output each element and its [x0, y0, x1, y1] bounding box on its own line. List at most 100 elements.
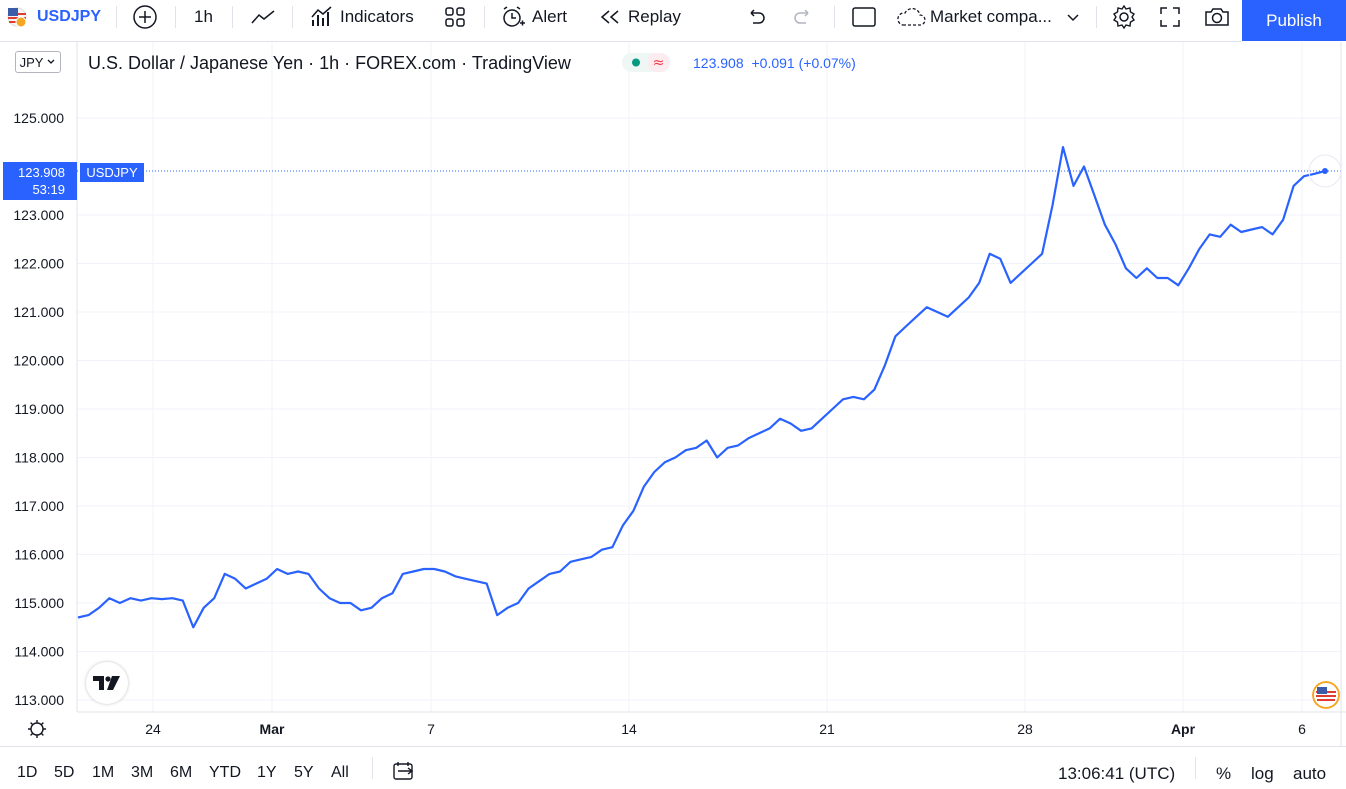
- fullscreen-icon: [1160, 7, 1180, 27]
- gear-icon: [1113, 4, 1135, 30]
- price-axis: 125.000 123.000 122.000 121.000 120.000 119.0…: [13, 110, 64, 708]
- camera-icon: [1205, 8, 1229, 26]
- alarm-clock-icon: [503, 6, 525, 27]
- interval-label: 1h: [194, 7, 213, 26]
- price-tick-label: 125.000: [13, 110, 64, 126]
- symbol-label: USDJPY: [37, 8, 102, 25]
- go-to-date-icon[interactable]: [392, 760, 416, 782]
- range-1m[interactable]: 1M: [92, 764, 115, 781]
- percent-scale-toggle[interactable]: %: [1216, 764, 1232, 783]
- price-chart[interactable]: 125.000 123.000 122.000 121.000 120.000 119.0…: [0, 42, 1346, 746]
- snapshot-button[interactable]: [1203, 0, 1231, 34]
- price-line: [77, 146, 1326, 629]
- legend-change: +0.091 (+0.07%): [751, 55, 856, 71]
- line-chart-icon: [251, 10, 275, 24]
- legend-title: U.S. Dollar / Japanese Yen · 1h · FOREX.…: [88, 52, 571, 73]
- currency-selector[interactable]: JPY: [15, 51, 61, 73]
- undo-button[interactable]: [745, 0, 767, 34]
- us-flag-icon: [7, 7, 27, 28]
- symbol-search-button[interactable]: USDJPY: [6, 0, 101, 34]
- toolbar-divider: [0, 41, 1242, 42]
- price-tick-label: 115.000: [14, 595, 64, 611]
- time-tick-label: 6: [1298, 721, 1306, 737]
- time-tick-label: 7: [427, 721, 435, 737]
- time-tick-label: Apr: [1171, 721, 1196, 737]
- last-price-marker: [1322, 167, 1328, 174]
- log-scale-toggle[interactable]: log: [1251, 764, 1274, 783]
- currency-flag-icon[interactable]: [1312, 681, 1340, 709]
- legend-last-price: 123.908: [693, 55, 744, 71]
- time-tick-label: 28: [1017, 721, 1033, 737]
- price-tick-label: 120.000: [13, 353, 64, 369]
- time-tick-label: 24: [145, 721, 161, 737]
- fullscreen-layout-button[interactable]: [851, 0, 877, 34]
- price-tick-label: 114.000: [14, 644, 64, 660]
- replay-label: Replay: [628, 7, 681, 26]
- top-toolbar: USDJPY 1h Indicators: [0, 0, 1346, 34]
- square-icon: [852, 7, 876, 27]
- layout-selector[interactable]: Market compa...: [895, 0, 1080, 34]
- price-tick-label: 113.000: [14, 692, 64, 708]
- price-tick-label: 117.000: [14, 498, 64, 514]
- time-axis-settings-icon: [28, 720, 46, 738]
- svg-text:≈: ≈: [653, 55, 665, 71]
- range-ytd[interactable]: YTD: [209, 764, 241, 781]
- range-5d[interactable]: 5D: [54, 764, 75, 781]
- range-5y[interactable]: 5Y: [294, 764, 314, 781]
- symbol-price-tag: USDJPY: [80, 163, 144, 182]
- legend-price-values: 123.908 +0.091 (+0.07%): [693, 55, 856, 71]
- market-status-pill[interactable]: ≈: [622, 53, 670, 72]
- price-tick-label: 123.000: [13, 207, 64, 223]
- indicators-label: Indicators: [340, 7, 414, 26]
- interval-button[interactable]: 1h: [194, 0, 213, 34]
- replay-button[interactable]: Replay: [598, 0, 681, 34]
- rewind-icon: [600, 10, 619, 24]
- range-all[interactable]: All: [331, 764, 349, 781]
- alert-label: Alert: [532, 7, 567, 26]
- compare-button[interactable]: [132, 0, 158, 34]
- market-open-dot-icon: ≈: [632, 53, 670, 72]
- undo-icon: [750, 9, 765, 24]
- range-6m[interactable]: 6M: [170, 764, 193, 781]
- time-tick-label: 14: [621, 721, 637, 737]
- price-tick-label: 122.000: [13, 256, 64, 272]
- chart-grid: [77, 42, 1341, 712]
- currency-label: JPY: [19, 54, 44, 70]
- grid-icon: [445, 7, 465, 27]
- clock-timezone[interactable]: 13:06:41 (UTC): [1058, 764, 1176, 783]
- time-tick-label: Mar: [260, 721, 285, 737]
- price-tick-label: 118.000: [14, 450, 64, 466]
- plus-circle-icon: [133, 5, 157, 29]
- range-1y[interactable]: 1Y: [257, 764, 277, 781]
- bar-countdown: 53:19: [32, 182, 65, 197]
- last-price-halo: [1308, 154, 1342, 188]
- tradingview-logo-icon: [93, 676, 120, 690]
- range-1d[interactable]: 1D: [17, 764, 38, 781]
- tradingview-logo[interactable]: [86, 662, 128, 704]
- time-tick-label: 21: [819, 721, 835, 737]
- chevron-down-icon: [47, 59, 55, 64]
- auto-scale-toggle[interactable]: auto: [1293, 764, 1327, 783]
- cloud-icon: [897, 7, 926, 26]
- price-tick-label: 121.000: [13, 304, 64, 320]
- time-axis: 24 Mar 7 14 21 28 Apr 6: [145, 721, 1306, 737]
- fullscreen-button[interactable]: [1158, 0, 1182, 34]
- redo-button[interactable]: [792, 0, 814, 34]
- settings-button[interactable]: [1111, 0, 1137, 34]
- chart-type-button[interactable]: [250, 0, 276, 34]
- range-3m[interactable]: 3M: [131, 764, 154, 781]
- price-tick-label: 116.000: [14, 547, 64, 563]
- redo-icon: [794, 9, 809, 24]
- price-tick-label: 119.000: [14, 401, 64, 417]
- layout-label: Market compa...: [930, 7, 1052, 26]
- chevron-down-icon: [1067, 14, 1079, 22]
- bottom-toolbar: 1D 5D 1M 3M 6M YTD 1Y 5Y All 13:06:41 (U…: [0, 746, 1346, 789]
- chart-legend[interactable]: U.S. Dollar / Japanese Yen · 1h · FOREX.…: [88, 52, 571, 74]
- publish-button[interactable]: Publish: [1242, 0, 1346, 41]
- last-price-label: 123.908 53:19: [3, 162, 77, 200]
- indicators-button[interactable]: Indicators: [310, 0, 414, 34]
- templates-button[interactable]: [444, 0, 466, 34]
- last-price-value: 123.908: [18, 165, 65, 180]
- alert-button[interactable]: Alert: [500, 0, 567, 34]
- indicators-icon: [311, 6, 332, 26]
